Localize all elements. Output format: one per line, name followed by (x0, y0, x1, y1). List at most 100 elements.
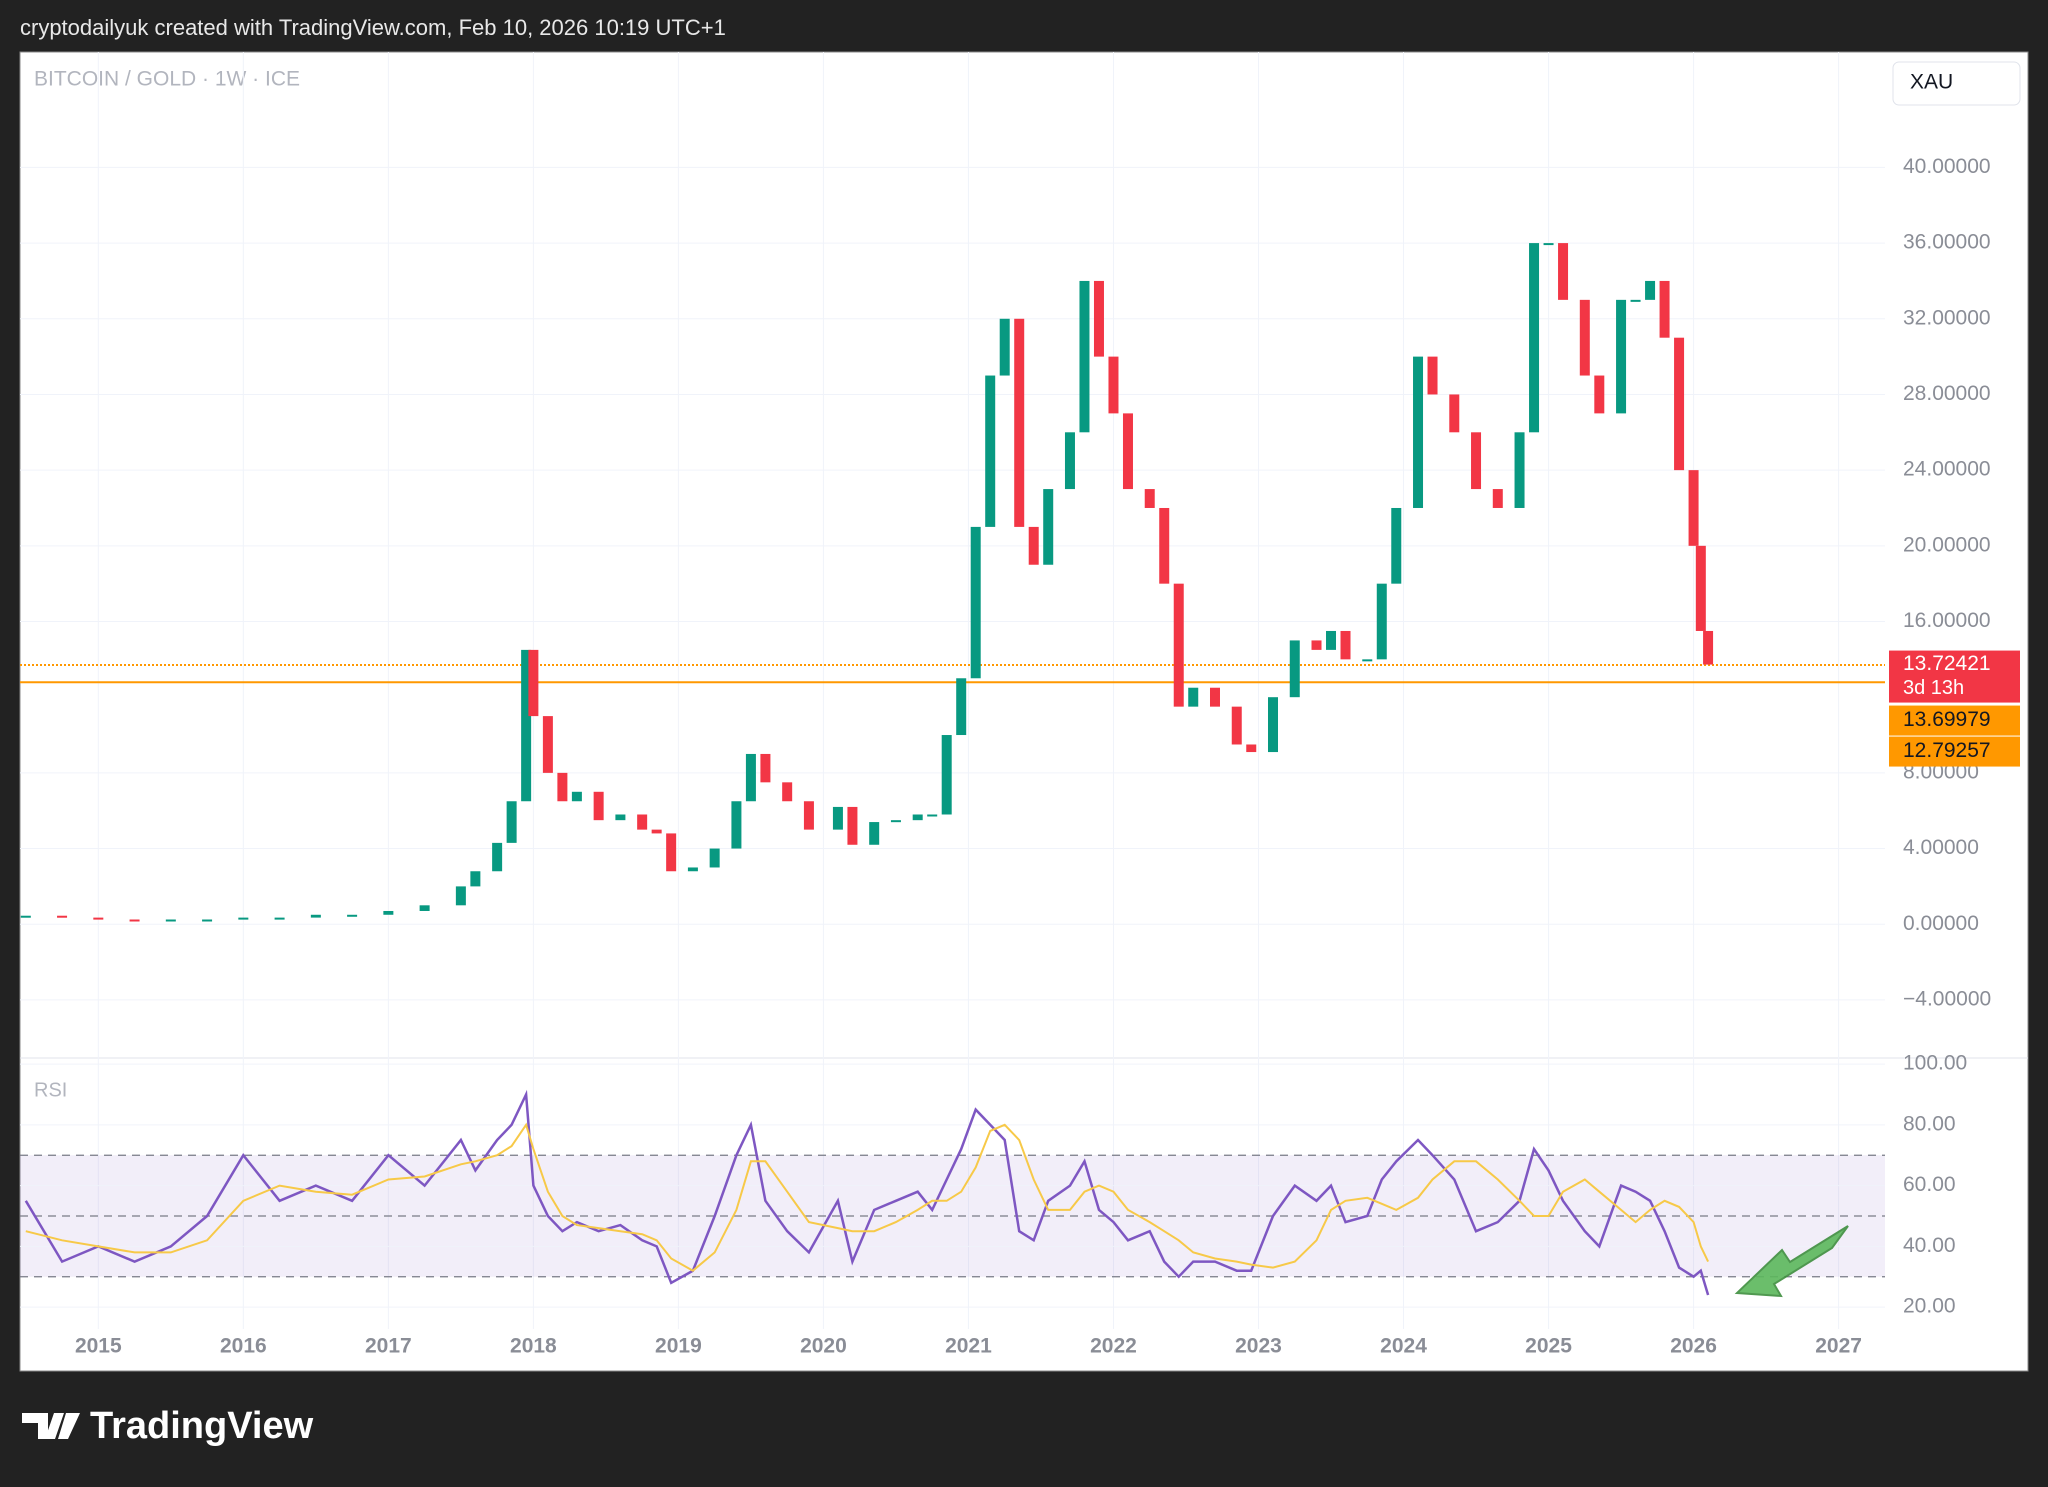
candle (1188, 687, 1199, 707)
candle (847, 806, 858, 845)
candle (492, 842, 503, 872)
candle (1558, 243, 1569, 300)
candle (1413, 356, 1424, 508)
candle (803, 801, 814, 830)
candle (571, 791, 582, 802)
candle (1340, 630, 1351, 660)
header: cryptodailyuk created with TradingView.c… (20, 15, 726, 40)
candle (970, 526, 981, 679)
candle (1391, 507, 1402, 584)
candle (1209, 687, 1220, 707)
candle (419, 905, 430, 911)
candle (528, 649, 539, 717)
candle (731, 801, 742, 849)
y-tick-label: 16.00000 (1903, 609, 1991, 632)
candle (383, 910, 394, 915)
candle (165, 919, 176, 922)
candle (1326, 630, 1337, 650)
x-tick-label: 2016 (220, 1335, 267, 1358)
candle (912, 814, 923, 821)
x-tick-label: 2026 (1670, 1335, 1717, 1358)
x-tick-label: 2025 (1525, 1335, 1572, 1358)
candle (1543, 243, 1554, 246)
candle (1427, 356, 1438, 395)
rsi-tick-label: 60.00 (1903, 1173, 1956, 1196)
candle (832, 806, 843, 830)
y-tick-label: 20.00000 (1903, 533, 1991, 556)
candle (1645, 280, 1656, 300)
candle (985, 375, 996, 527)
candle (310, 914, 321, 918)
candle (1093, 280, 1104, 357)
logo: TradingView (22, 1405, 314, 1447)
candle (521, 649, 532, 802)
annotation-arrow (1734, 1225, 1849, 1298)
candle (506, 801, 517, 843)
brand: TradingView (90, 1405, 314, 1447)
candle (1703, 630, 1714, 665)
candle (1028, 526, 1039, 565)
x-tick-label: 2024 (1380, 1335, 1427, 1358)
candle (274, 917, 285, 920)
rsi-line (24, 1089, 1710, 1296)
candle (1122, 413, 1133, 490)
candle (1616, 299, 1627, 414)
rsi-tick-label: 20.00 (1903, 1295, 1956, 1318)
candle (1144, 489, 1155, 508)
x-tick-label: 2020 (800, 1335, 847, 1358)
logo-mark (22, 1413, 80, 1439)
level-label: 12.79257 (1903, 739, 1991, 762)
rsi-title: RSI (34, 1079, 67, 1101)
y-tick-label: 24.00000 (1903, 458, 1991, 481)
y-tick-label: 0.00000 (1903, 912, 1979, 935)
candle (238, 917, 249, 920)
symbol-label[interactable]: XAU (1910, 71, 1953, 94)
candle (57, 915, 68, 918)
candle (593, 791, 604, 821)
rsi-tick-label: 40.00 (1903, 1234, 1956, 1257)
candle (93, 917, 104, 920)
candle (1289, 640, 1300, 698)
candle (709, 848, 720, 868)
candle (1514, 432, 1525, 508)
candle (1449, 394, 1460, 433)
candle (869, 822, 880, 845)
candle (455, 886, 466, 906)
level-label-box (1889, 705, 2020, 736)
candle (1173, 583, 1184, 707)
candle (20, 915, 31, 918)
symbol-button[interactable] (1892, 61, 2021, 106)
x-tick-label: 2019 (655, 1335, 702, 1358)
x-tick-label: 2023 (1235, 1335, 1282, 1358)
candle (1311, 640, 1322, 650)
rsi-tick-label: 80.00 (1903, 1112, 1956, 1135)
y-tick-label: 4.00000 (1903, 836, 1979, 859)
candle (1064, 432, 1075, 490)
price-label-box (1889, 650, 2020, 703)
rsi-tick-label: 100.00 (1903, 1052, 1967, 1075)
countdown: 3d 13h (1903, 677, 1964, 699)
candle (666, 833, 677, 872)
candle (1659, 280, 1670, 338)
candle (347, 914, 358, 917)
price-label: 13.72421 (1903, 652, 1991, 675)
candle (1268, 697, 1279, 753)
level-label: 13.69979 (1903, 708, 1991, 731)
candle (557, 772, 568, 802)
candle (890, 820, 901, 823)
candle (1159, 507, 1170, 584)
y-tick-label: 28.00000 (1903, 382, 1991, 405)
candle (1695, 545, 1706, 631)
candle (1043, 489, 1054, 565)
candle (1630, 299, 1641, 302)
x-tick-label: 2018 (510, 1335, 557, 1358)
candle (1079, 280, 1090, 433)
candle (1674, 337, 1685, 471)
candle (1246, 744, 1257, 753)
candle (1362, 659, 1373, 662)
candle (941, 735, 952, 815)
candle (129, 919, 140, 922)
x-tick-label: 2021 (945, 1335, 992, 1358)
x-tick-label: 2027 (1815, 1335, 1862, 1358)
